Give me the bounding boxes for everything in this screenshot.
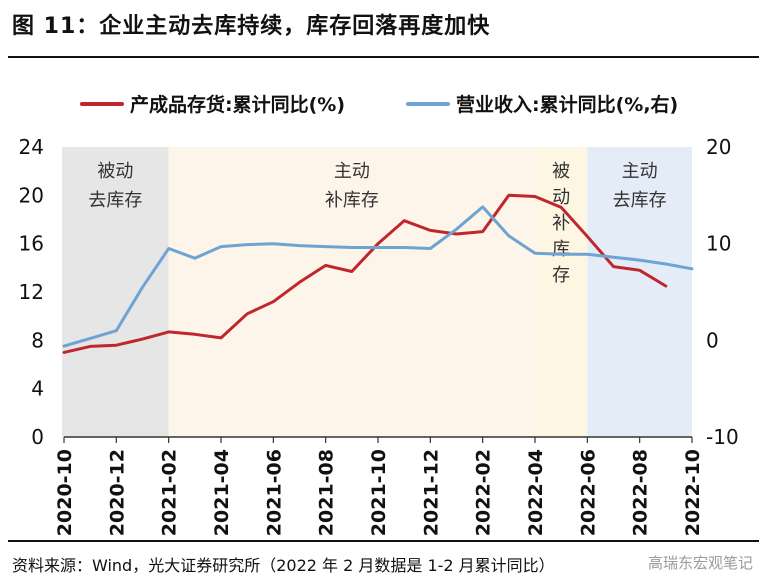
- phase-region-label: 补: [552, 213, 570, 234]
- x-tick-label: 2021-04: [211, 449, 233, 536]
- phase-region: [535, 147, 588, 437]
- phase-region-label: 主动: [622, 161, 658, 182]
- inventory-series-line: [62, 193, 668, 354]
- footer-divider: [8, 540, 759, 542]
- phase-region-label: 去库存: [613, 190, 667, 211]
- x-tick-label: 2021-02: [159, 449, 181, 536]
- legend-label-inventory: 产成品存货:累计同比(%): [130, 93, 345, 116]
- legend-label-revenue: 营业收入:累计同比(%,右): [456, 93, 678, 116]
- y-left-tick-label: 20: [19, 183, 44, 207]
- x-tick-label: 2021-10: [368, 449, 390, 536]
- phase-region-label: 被动: [97, 161, 133, 182]
- x-tick-label: 2022-08: [630, 449, 652, 536]
- title-divider: [8, 56, 759, 58]
- x-tick-label: 2022-04: [525, 449, 547, 536]
- y-right-tick-label: -10: [706, 425, 739, 449]
- phase-region: [62, 147, 169, 437]
- y-left-tick-label: 0: [31, 425, 44, 449]
- x-tick-label: 2022-02: [473, 449, 495, 536]
- watermark-text: 高瑞东宏观笔记: [647, 554, 753, 572]
- y-right-tick-label: 0: [706, 328, 719, 352]
- y-left-tick-label: 4: [31, 377, 44, 401]
- revenue-series-line: [62, 205, 694, 348]
- series-lines: [62, 193, 694, 354]
- source-note: 资料来源：Wind，光大证券研究所（2022 年 2 月数据是 1-2 月累计同…: [12, 556, 555, 575]
- phase-region-label: 动: [552, 187, 570, 208]
- x-tick-label: 2020-12: [106, 449, 128, 536]
- x-tick-label: 2021-06: [263, 449, 285, 536]
- y-right-tick-label: 20: [706, 135, 731, 159]
- y-left-tick-label: 8: [31, 328, 44, 352]
- phase-region-label: 存: [552, 265, 570, 286]
- y-left-tick-label: 24: [19, 135, 44, 159]
- y-left-tick-label: 12: [19, 280, 44, 304]
- axes: 0 4 8 12 16 20 24 -10 0 10 20: [19, 135, 739, 449]
- x-tick-label: 2021-08: [316, 449, 338, 536]
- x-tick-label: 2020-10: [54, 449, 76, 536]
- phase-region-label: 去库存: [88, 190, 142, 211]
- x-axis-labels: 2020-10 2020-12 2021-02 2021-04 2021-06 2021-…: [54, 437, 704, 536]
- x-tick-label: 2022-10: [682, 449, 704, 536]
- x-tick-label: 2021-12: [420, 449, 442, 536]
- phase-region-label: 主动: [334, 161, 370, 182]
- phase-region-label: 库: [552, 239, 570, 260]
- figure-title: 图 11：企业主动去库持续，库存回落再度加快: [12, 14, 491, 39]
- phase-region: [168, 147, 535, 437]
- phase-region: [587, 147, 692, 437]
- phase-region-label: 被: [552, 161, 570, 182]
- phase-region-label: 补库存: [325, 190, 379, 211]
- x-tick-label: 2022-06: [577, 449, 599, 536]
- y-left-tick-label: 16: [19, 232, 44, 256]
- legend: 产成品存货:累计同比(%) 营业收入:累计同比(%,右): [80, 93, 678, 116]
- y-right-tick-label: 10: [706, 232, 731, 256]
